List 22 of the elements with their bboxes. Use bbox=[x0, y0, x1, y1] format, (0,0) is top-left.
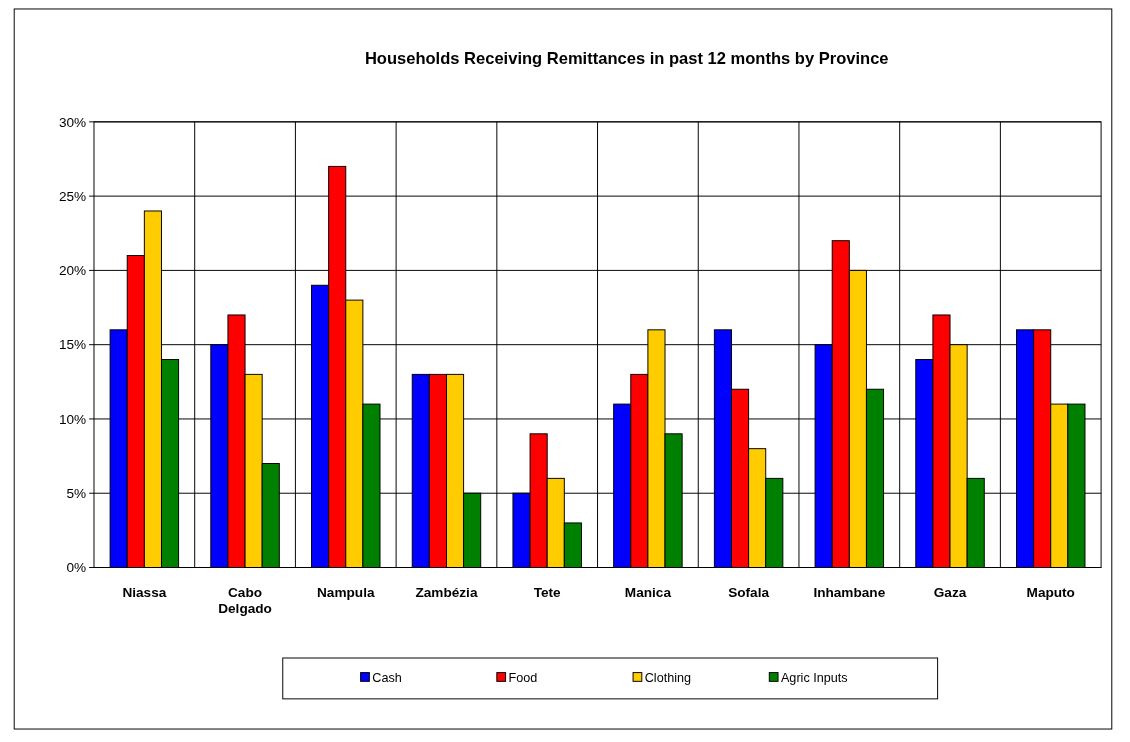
x-tick-label: Niassa bbox=[122, 584, 167, 600]
y-tick-label: 30% bbox=[58, 114, 87, 130]
x-tick-label: Maputo bbox=[1026, 584, 1075, 600]
legend-label: Food bbox=[508, 670, 538, 685]
x-tick-label: Nampula bbox=[317, 584, 375, 600]
legend-label: Agric Inputs bbox=[780, 670, 848, 685]
legend-label: Cash bbox=[372, 670, 402, 685]
chart-title: Households Receiving Remittances in past 12 months by Province bbox=[364, 49, 889, 69]
y-tick-label: 15% bbox=[58, 337, 87, 353]
x-tick-label: Zambézia bbox=[415, 584, 478, 600]
y-tick-label: 0% bbox=[66, 560, 87, 576]
x-tick-label: Sofala bbox=[728, 584, 770, 600]
x-tick-label: Manica bbox=[624, 584, 672, 600]
y-tick-label: 10% bbox=[58, 411, 87, 427]
x-tick-label: Inhambane bbox=[813, 584, 886, 600]
x-tick-label: Tete bbox=[533, 584, 562, 600]
x-tick-label: Cabo Delgado bbox=[218, 584, 272, 617]
legend-label: Clothing bbox=[644, 670, 692, 685]
x-tick-label: Gaza bbox=[933, 584, 967, 600]
y-tick-label: 5% bbox=[66, 485, 87, 501]
y-tick-label: 25% bbox=[58, 188, 87, 204]
y-tick-label: 20% bbox=[58, 263, 87, 279]
